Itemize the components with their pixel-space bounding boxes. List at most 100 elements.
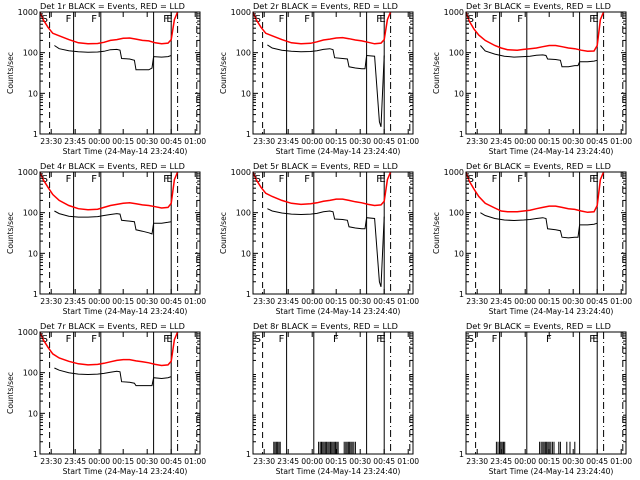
x-tick-label: 23:45 (490, 457, 512, 466)
marker-label: F (546, 334, 552, 345)
marker-label: F (66, 334, 72, 345)
x-axis-label: Start Time (24-May-14 23:24:40) (63, 467, 188, 476)
marker-label: S (42, 14, 48, 25)
y-tick-label: 1 (459, 450, 464, 459)
marker-label: E (166, 174, 172, 185)
lld-series-line (465, 171, 605, 214)
chart-title: Det 6r BLACK = Events, RED = LLD (466, 161, 611, 171)
y-axis-label: Counts/sec (6, 212, 15, 254)
y-tick-label: 10 (241, 89, 251, 98)
plot-frame (252, 331, 414, 455)
x-tick-label: 00:00 (301, 297, 323, 306)
x-tick-label: 23:45 (277, 297, 299, 306)
marker-label: F (376, 334, 382, 345)
lld-series-line (252, 171, 392, 207)
marker-label: S (42, 334, 48, 345)
y-tick-label: 1 (459, 290, 464, 299)
x-axis-label: Start Time (24-May-14 23:24:40) (489, 147, 614, 156)
x-tick-label: 23:30 (466, 457, 488, 466)
marker-label: F (333, 334, 339, 345)
x-tick-label: 23:45 (490, 137, 512, 146)
x-tick-label: 23:30 (253, 297, 275, 306)
y-tick-label: 10 (241, 249, 251, 258)
x-tick-label: 00:00 (514, 137, 536, 146)
y-tick-label: 10 (454, 89, 464, 98)
x-tick-label: 00:45 (586, 137, 608, 146)
marker-label: F (376, 174, 382, 185)
marker-label: E (379, 334, 385, 345)
x-tick-label: 00:45 (373, 457, 395, 466)
marker-label: F (91, 334, 97, 345)
marker-label: F (589, 174, 595, 185)
x-tick-label: 23:30 (466, 137, 488, 146)
x-tick-label: 00:45 (373, 137, 395, 146)
marker-label: S (468, 334, 474, 345)
y-tick-label: 10 (28, 409, 38, 418)
y-tick-label: 1 (246, 130, 251, 139)
x-axis-label: Start Time (24-May-14 23:24:40) (63, 307, 188, 316)
x-tick-label: 23:30 (253, 137, 275, 146)
plot-frame (465, 171, 627, 295)
plot-frame (465, 11, 627, 135)
x-tick-label: 23:45 (64, 297, 86, 306)
x-tick-label: 23:45 (64, 137, 86, 146)
lld-series-line (39, 171, 179, 211)
x-tick-label: 00:15 (112, 137, 134, 146)
y-axis-label: Counts/sec (6, 52, 15, 94)
x-axis-label: Start Time (24-May-14 23:24:40) (276, 147, 401, 156)
plot-frame (252, 171, 414, 295)
marker-label: E (379, 14, 385, 25)
y-tick-label: 1 (33, 450, 38, 459)
y-tick-label: 100 (23, 369, 38, 378)
y-tick-label: 1000 (231, 8, 251, 17)
chart-title: Det 5r BLACK = Events, RED = LLD (253, 161, 398, 171)
marker-label: E (379, 174, 385, 185)
marker-label: F (66, 14, 72, 25)
marker-label: F (163, 334, 169, 345)
x-tick-label: 00:45 (586, 297, 608, 306)
y-tick-label: 1000 (444, 8, 464, 17)
plot-frame (252, 11, 414, 135)
y-tick-label: 1000 (444, 168, 464, 177)
x-tick-label: 00:15 (112, 297, 134, 306)
marker-label: E (166, 334, 172, 345)
x-axis-label: Start Time (24-May-14 23:24:40) (489, 467, 614, 476)
marker-label: S (255, 14, 261, 25)
marker-label: F (279, 14, 285, 25)
marker-label: F (304, 174, 310, 185)
marker-label: S (255, 334, 261, 345)
x-tick-label: 00:45 (160, 137, 182, 146)
y-tick-label: 1000 (18, 8, 38, 17)
x-tick-label: 00:15 (325, 297, 347, 306)
x-tick-label: 00:15 (112, 457, 134, 466)
x-tick-label: 00:30 (349, 137, 371, 146)
x-tick-label: 00:00 (514, 457, 536, 466)
x-tick-label: 00:30 (349, 297, 371, 306)
x-tick-label: 01:00 (610, 297, 632, 306)
y-tick-label: 100 (23, 49, 38, 58)
chart-title: Det 9r BLACK = Events, RED = LLD (466, 321, 611, 331)
x-tick-label: 23:45 (490, 297, 512, 306)
y-tick-label: 1000 (18, 168, 38, 177)
events-series-line (267, 208, 385, 287)
y-axis-label: Counts/sec (432, 212, 441, 254)
events-series-line (480, 212, 598, 239)
x-tick-label: 00:15 (538, 297, 560, 306)
chart-title: Det 4r BLACK = Events, RED = LLD (40, 161, 185, 171)
x-axis-label: Start Time (24-May-14 23:24:40) (276, 307, 401, 316)
x-tick-label: 01:00 (184, 297, 206, 306)
chart-title: Det 2r BLACK = Events, RED = LLD (253, 1, 398, 11)
y-tick-label: 100 (449, 49, 464, 58)
x-tick-label: 00:30 (136, 457, 158, 466)
x-tick-label: 00:15 (325, 137, 347, 146)
chart-title: Det 1r BLACK = Events, RED = LLD (40, 1, 185, 11)
marker-label: E (592, 14, 598, 25)
y-tick-label: 1 (33, 290, 38, 299)
marker-label: F (492, 334, 498, 345)
